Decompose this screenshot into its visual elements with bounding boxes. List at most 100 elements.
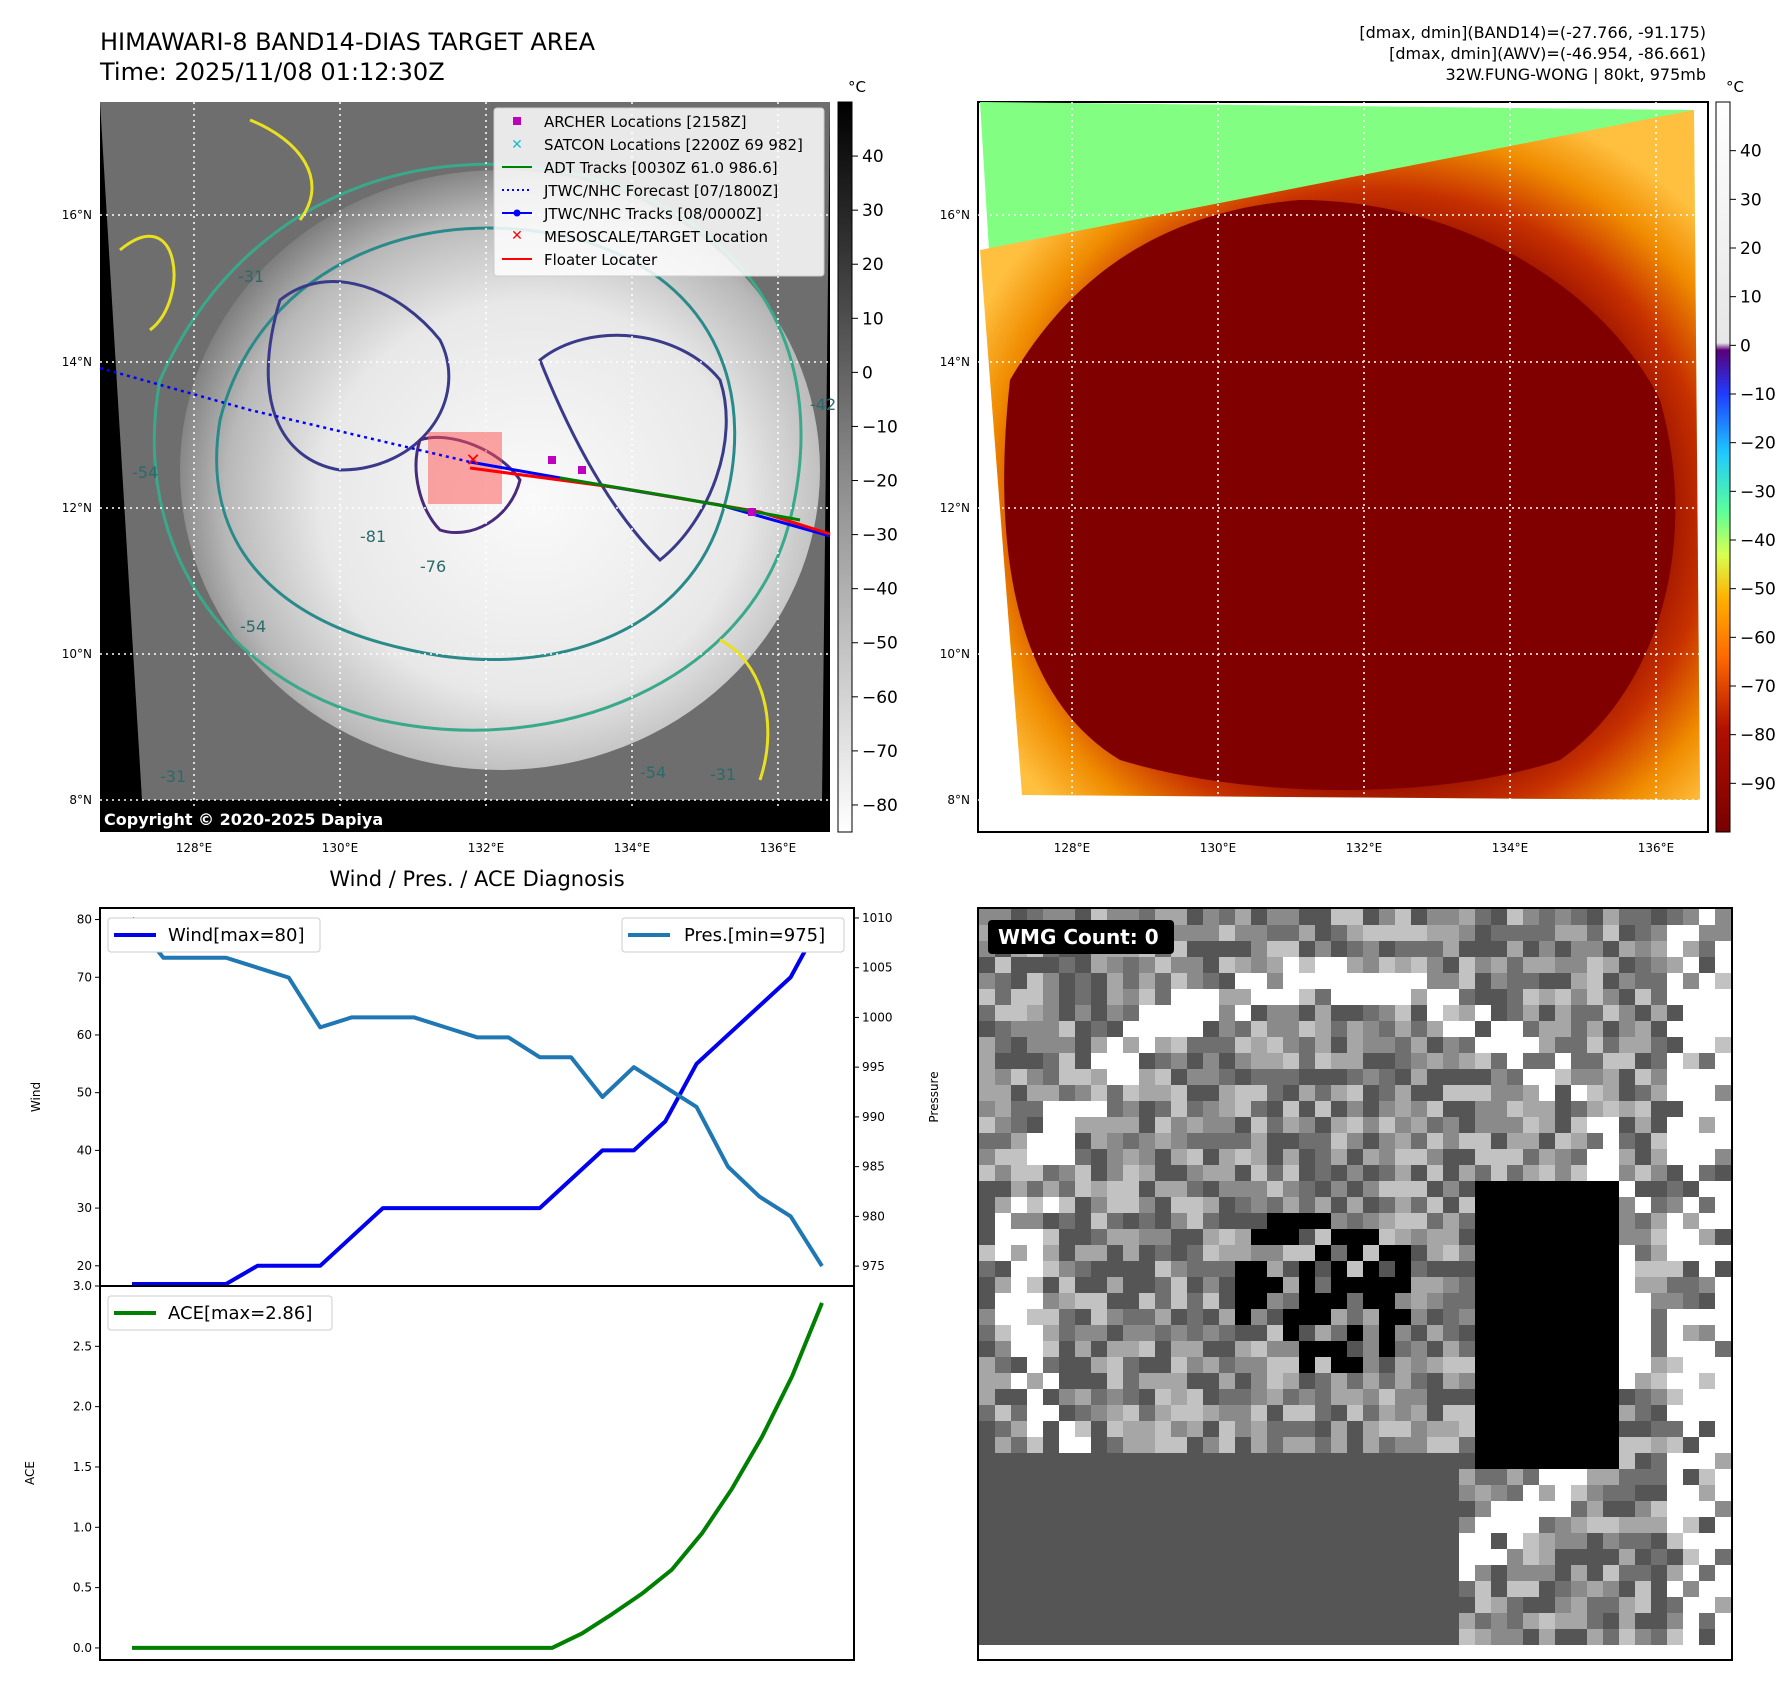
wmg-cell [1667, 1581, 1683, 1597]
wmg-cell [1523, 1517, 1539, 1533]
wmg-cell [1395, 989, 1411, 1005]
wmg-cell [1379, 1069, 1395, 1085]
wmg-cell [1443, 957, 1459, 973]
wmg-cell [1235, 1501, 1251, 1517]
wmg-cell [1043, 1277, 1059, 1293]
wmg-cell [1235, 1309, 1251, 1325]
wmg-cell [1491, 1197, 1507, 1213]
wmg-cell [1395, 973, 1411, 989]
wmg-cell [995, 1549, 1011, 1565]
wmg-cell [1123, 1069, 1139, 1085]
wmg-cell [1411, 1309, 1427, 1325]
wmg-cell [1667, 1133, 1683, 1149]
wmg-cell [1187, 1229, 1203, 1245]
wmg-cell [1027, 973, 1043, 989]
wmg-cell [1635, 1421, 1651, 1437]
wmg-cell [1651, 1085, 1667, 1101]
wmg-cell [979, 1469, 995, 1485]
wmg-cell [1427, 1613, 1443, 1629]
wmg-cell [1203, 1485, 1219, 1501]
wmg-cell [1427, 1165, 1443, 1181]
wmg-cell [1651, 1133, 1667, 1149]
wmg-cell [1587, 1485, 1603, 1501]
wmg-cell [1555, 1325, 1571, 1341]
wmg-cell [1363, 1277, 1379, 1293]
wmg-cell [1491, 1341, 1507, 1357]
wmg-cell [1363, 1293, 1379, 1309]
wmg-cell [1699, 1117, 1715, 1133]
wmg-cell [1683, 1405, 1699, 1421]
wmg-cell [1587, 1341, 1603, 1357]
wmg-cell [1299, 1405, 1315, 1421]
wmg-cell [1571, 973, 1587, 989]
wmg-cell [1171, 1245, 1187, 1261]
wmg-cell [1619, 1293, 1635, 1309]
wmg-cell [1395, 1549, 1411, 1565]
wmg-cell [1379, 1181, 1395, 1197]
wmg-cell [1475, 1501, 1491, 1517]
wmg-cell [1139, 1357, 1155, 1373]
wind-tick-label: 80 [77, 913, 92, 927]
wmg-cell [1411, 1053, 1427, 1069]
wmg-cell [1059, 1341, 1075, 1357]
wmg-cell [1299, 1549, 1315, 1565]
wmg-cell [1123, 1565, 1139, 1581]
wmg-cell [979, 1245, 995, 1261]
wmg-cell [1587, 1373, 1603, 1389]
wmg-cell [1043, 1325, 1059, 1341]
wmg-cell [1443, 1229, 1459, 1245]
wmg-cell [1059, 1453, 1075, 1469]
wmg-cell [1459, 1421, 1475, 1437]
wmg-cell [1571, 1533, 1587, 1549]
wmg-cell [1507, 1597, 1523, 1613]
wmg-cell [1059, 1421, 1075, 1437]
wmg-cell [1091, 957, 1107, 973]
wmg-cell [1011, 1069, 1027, 1085]
wmg-cell [1635, 1245, 1651, 1261]
wmg-cell [1651, 1021, 1667, 1037]
wmg-cell [1411, 1165, 1427, 1181]
wmg-cell [1203, 1597, 1219, 1613]
wmg-cell [1683, 1325, 1699, 1341]
wmg-cell [1651, 1501, 1667, 1517]
wmg-cell [1363, 1629, 1379, 1645]
wmg-cell [1683, 1581, 1699, 1597]
wmg-cell [1667, 1117, 1683, 1133]
wmg-cell [1059, 1373, 1075, 1389]
wmg-cell [1715, 1069, 1731, 1085]
wmg-cell [1347, 1421, 1363, 1437]
wmg-cell [1107, 1277, 1123, 1293]
wmg-cell [1715, 1133, 1731, 1149]
wmg-cell [1619, 1341, 1635, 1357]
wmg-cell [979, 1501, 995, 1517]
wind-tick-label: 20 [77, 1259, 92, 1273]
wmg-cell [1491, 941, 1507, 957]
wmg-cell [1635, 1229, 1651, 1245]
wmg-cell [979, 1389, 995, 1405]
lon-label: 136°E [1638, 841, 1675, 855]
wmg-cell [1491, 1405, 1507, 1421]
wmg-cell [1059, 1533, 1075, 1549]
wmg-cell [1507, 1277, 1523, 1293]
wmg-cell [1475, 1341, 1491, 1357]
wmg-cell [1379, 1437, 1395, 1453]
wmg-cell [1059, 1101, 1075, 1117]
wmg-cell [1027, 1581, 1043, 1597]
wmg-cell [1683, 909, 1699, 925]
wmg-cell [1027, 1309, 1043, 1325]
wmg-cell [1443, 1469, 1459, 1485]
wmg-cell [1171, 1613, 1187, 1629]
wmg-cell [1315, 1309, 1331, 1325]
wmg-cell [1075, 1373, 1091, 1389]
wmg-cell [1315, 1165, 1331, 1181]
wmg-cell [1523, 1453, 1539, 1469]
wmg-cell [1587, 1453, 1603, 1469]
wmg-cell [1507, 1485, 1523, 1501]
wmg-cell [1107, 1069, 1123, 1085]
wmg-cell [1219, 1101, 1235, 1117]
wmg-cell [1699, 957, 1715, 973]
wmg-cell [1059, 1149, 1075, 1165]
wmg-cell [1683, 1485, 1699, 1501]
wmg-cell [1283, 1565, 1299, 1581]
